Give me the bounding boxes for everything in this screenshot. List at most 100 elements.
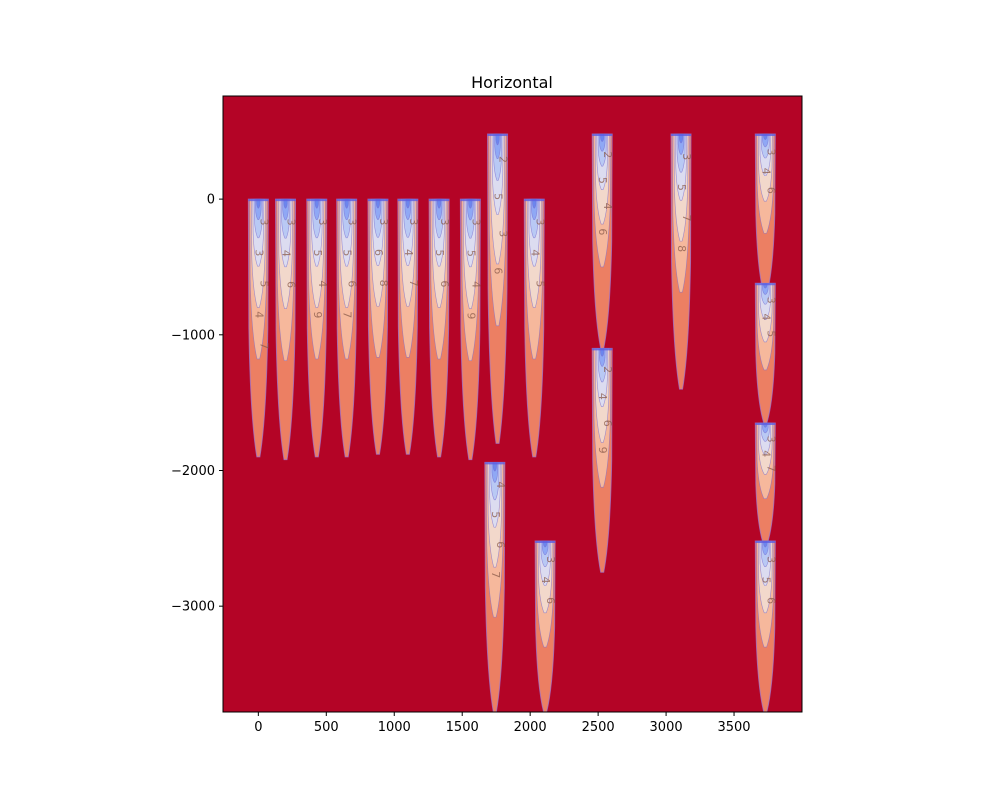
contour-label: 9 xyxy=(311,311,324,318)
well: 3 5 6 xyxy=(428,198,451,458)
contour-label: 9 xyxy=(464,312,477,319)
contour-band xyxy=(405,198,410,209)
x-tick-label: 3500 xyxy=(717,720,750,735)
contour-label: 3 xyxy=(438,219,451,226)
x-tick-label: 0 xyxy=(254,720,262,735)
contour-label: 5 xyxy=(492,193,505,200)
contour-label: 4 xyxy=(280,250,293,257)
contour-label: 5 xyxy=(464,250,477,257)
well: 3 5 4 9 xyxy=(459,198,482,461)
contour-label: 6 xyxy=(438,280,451,287)
y-axis: 0 −1000 −2000 −3000 xyxy=(171,193,223,615)
contour-label: 6 xyxy=(285,281,298,288)
contour-band xyxy=(283,198,288,209)
contour-label: 6 xyxy=(494,541,507,548)
contour-label: 3 xyxy=(544,556,557,563)
contour-label: 4 xyxy=(601,203,614,210)
contour-label: 3 xyxy=(764,297,777,304)
contour-label: 4 xyxy=(759,450,772,457)
contour-label: 7 xyxy=(764,465,777,472)
y-tick-label: −3000 xyxy=(171,600,215,615)
contour-label: 4 xyxy=(402,249,415,256)
wells-layer: 3 3 5 4 7 3 4 6 3 5 4 9 3 5 6 7 3 6 8 3 4 7 3 5 6 3 5 4 9 2 5 3 6 3 4 5 2 5 4 6… xyxy=(247,133,777,712)
contour-band xyxy=(532,198,537,209)
well: 3 6 8 xyxy=(367,198,390,455)
contour-label: 6 xyxy=(596,228,609,235)
contour-label: 7 xyxy=(407,280,420,287)
well: 2 5 4 6 xyxy=(591,133,614,349)
contour-label: 8 xyxy=(377,280,390,287)
x-tick-label: 1500 xyxy=(446,720,479,735)
well: 2 5 3 6 xyxy=(487,133,510,444)
well: 3 4 6 xyxy=(754,133,777,295)
contour-label: 4 xyxy=(494,481,507,488)
well: 3 5 6 7 xyxy=(336,198,359,458)
contour-label: 2 xyxy=(601,366,614,373)
contour-label: 3 xyxy=(680,153,693,160)
contour-label: 5 xyxy=(341,249,354,256)
plot-frame xyxy=(222,95,803,713)
contour-label: 2 xyxy=(601,151,614,158)
contour-label: 6 xyxy=(764,597,777,604)
well: 3 5 4 9 xyxy=(306,198,329,458)
contour-label: 5 xyxy=(533,280,546,287)
contour-band xyxy=(468,198,473,209)
contour-label: 6 xyxy=(764,187,777,194)
contour-label: 5 xyxy=(759,577,772,584)
well: 3 4 6 xyxy=(534,540,557,712)
contour-label: 5 xyxy=(311,249,324,256)
contour-label: 3 xyxy=(346,219,359,226)
contour-label: 5 xyxy=(433,249,446,256)
contour-band xyxy=(375,198,381,209)
contour-label: 3 xyxy=(377,218,390,225)
contour-label: 5 xyxy=(257,280,270,287)
contour-label: 6 xyxy=(601,420,614,427)
well: 2 4 6 9 xyxy=(591,347,614,573)
x-tick-label: 1000 xyxy=(378,720,411,735)
contour-label: 7 xyxy=(341,311,354,318)
contour-band xyxy=(344,198,349,209)
contour-label: 3 xyxy=(497,230,510,237)
well: 3 5 7 8 xyxy=(670,133,693,390)
contour-band xyxy=(495,133,500,146)
well: 3 3 5 4 7 xyxy=(247,198,270,458)
contour-label: 7 xyxy=(680,214,693,221)
contour-label: 6 xyxy=(492,267,505,274)
contour-label: 6 xyxy=(372,249,385,256)
well: 3 4 5 xyxy=(754,282,777,424)
x-axis: 0 500 1000 1500 2000 2500 3000 3500 xyxy=(254,712,751,735)
contour-label: 3 xyxy=(764,436,777,443)
contour-band xyxy=(314,198,319,209)
contour-label: 6 xyxy=(544,597,557,604)
contour-label: 5 xyxy=(596,177,609,184)
well: 3 5 6 xyxy=(754,540,777,712)
y-tick-label: 0 xyxy=(207,193,215,208)
contour-label: 7 xyxy=(489,571,502,578)
contour-label: 6 xyxy=(346,280,359,287)
contour-label: 3 xyxy=(316,219,329,226)
contour-label: 4 xyxy=(252,311,265,318)
contour-band xyxy=(436,198,442,209)
contour-label: 4 xyxy=(528,249,541,256)
contour-label: 7 xyxy=(257,342,270,349)
contour-band xyxy=(678,133,684,144)
contour-label: 4 xyxy=(316,280,329,287)
contour-label: 5 xyxy=(675,184,688,191)
chart-title: Horizontal xyxy=(471,73,553,92)
y-tick-label: −2000 xyxy=(171,464,215,479)
contour-label: 2 xyxy=(497,156,510,163)
contour-label: 4 xyxy=(596,393,609,400)
contour-label: 3 xyxy=(257,219,270,226)
contour-label: 3 xyxy=(285,219,298,226)
contour-label: 4 xyxy=(759,314,772,321)
contour-label: 3 xyxy=(407,218,420,225)
well: 3 4 7 xyxy=(397,198,420,455)
y-tick-label: −1000 xyxy=(171,328,215,343)
contour-label: 4 xyxy=(469,281,482,288)
contour-label: 4 xyxy=(759,168,772,175)
contour-band xyxy=(256,198,261,209)
contour-band xyxy=(492,462,497,472)
contour-label: 8 xyxy=(675,245,688,252)
well: 3 4 5 xyxy=(523,198,546,458)
